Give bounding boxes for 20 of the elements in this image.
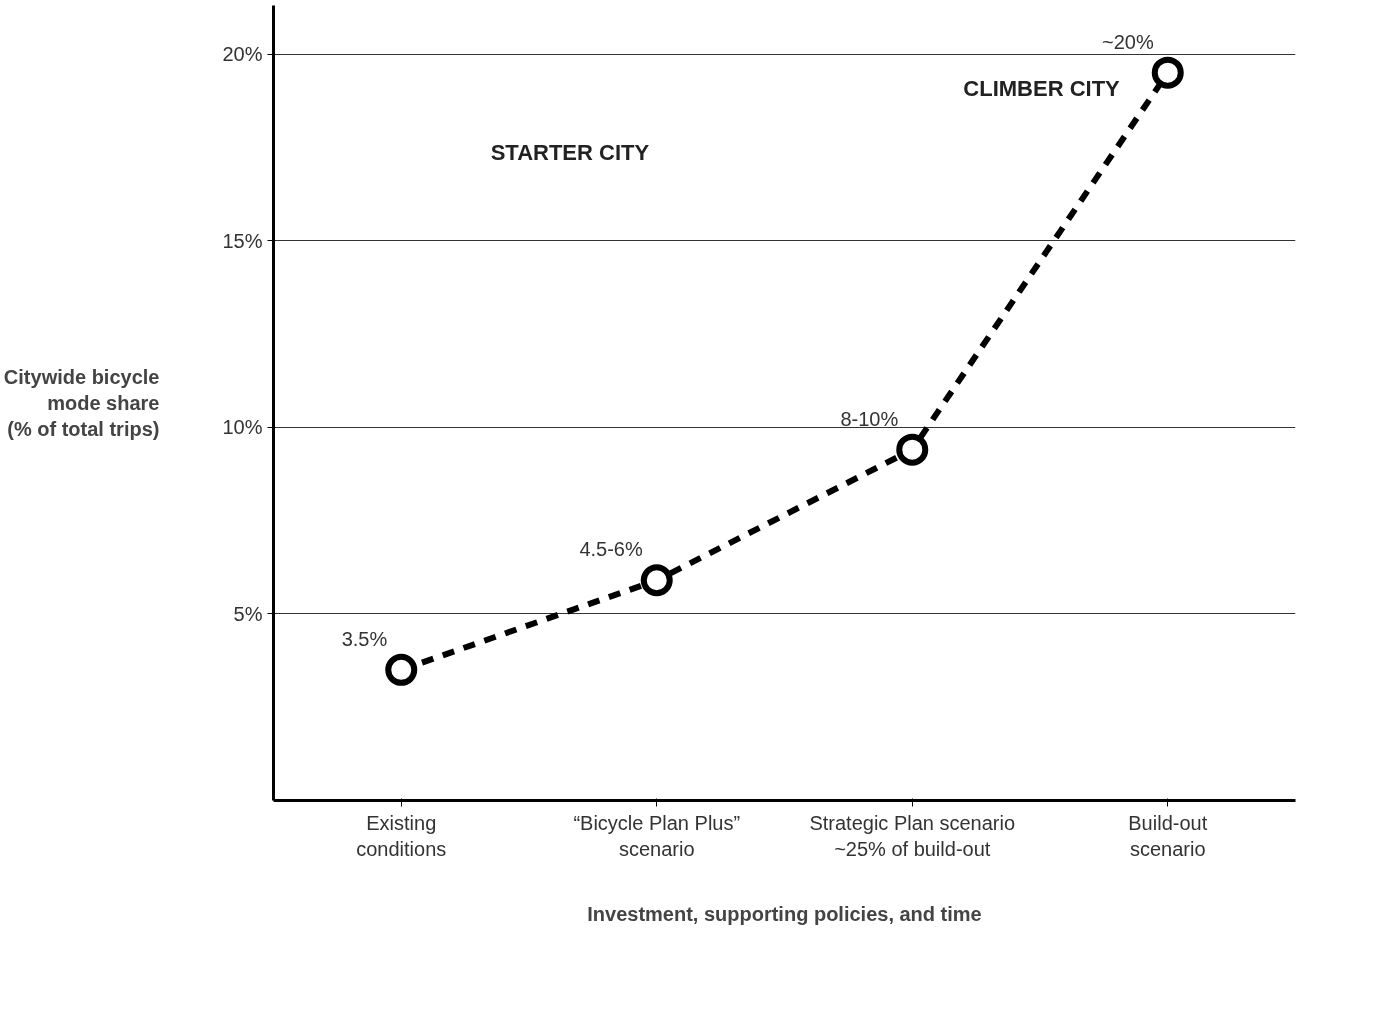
annotation: 4.5-6%	[579, 538, 643, 561]
y-tick-label: 20%	[222, 43, 263, 66]
x-tick-label: Build-out scenario	[1128, 811, 1208, 860]
point	[385, 653, 418, 686]
x-tick-label: Existing conditions	[356, 811, 447, 860]
annotation: CLIMBER CITY	[963, 75, 1121, 101]
point	[896, 433, 929, 466]
annotation: STARTER CITY	[490, 139, 650, 165]
point	[640, 564, 673, 597]
y-tick-label: 10%	[222, 416, 263, 439]
point	[1151, 56, 1184, 89]
y-tick-label: 5%	[233, 602, 263, 625]
annotation: 3.5%	[341, 627, 388, 650]
x-axis-title: Investment, supporting policies, and time	[587, 902, 982, 925]
annotation: 8-10%	[840, 407, 899, 430]
y-axis-title: Citywide bicycle mode share (% of total trips)	[3, 365, 160, 441]
x-tick-label: “Bicycle Plan Plus” scenario	[573, 811, 741, 860]
y-tick-label: 15%	[222, 229, 263, 252]
annotation: ~20%	[1102, 30, 1154, 53]
x-tick-label: Strategic Plan scenario ~25% of build-out	[809, 811, 1016, 860]
